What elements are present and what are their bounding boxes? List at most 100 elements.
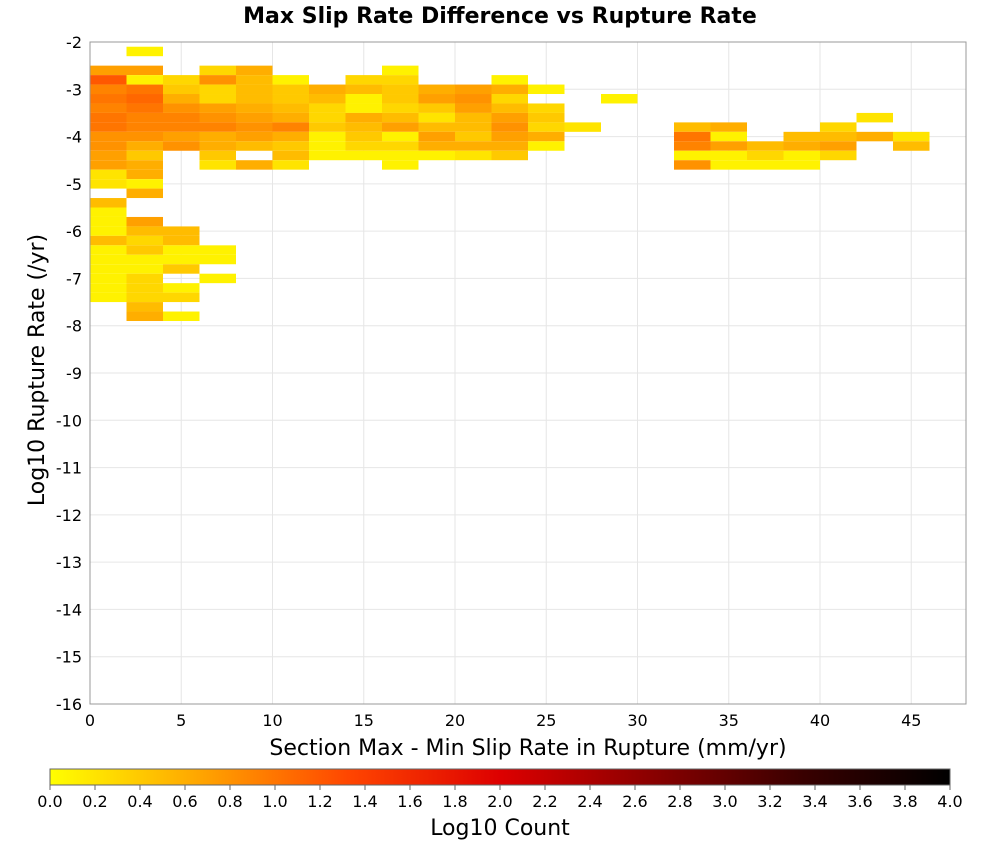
y-tick-label: -5 [66, 175, 82, 194]
heatmap-cell [674, 131, 711, 142]
heatmap-cell [236, 131, 273, 142]
heatmap-cell [674, 141, 711, 151]
heatmap-cell [893, 141, 930, 151]
heatmap-cell [528, 131, 565, 142]
heatmap-cells [90, 46, 930, 321]
heatmap-cell [710, 160, 747, 170]
heatmap-cell [90, 273, 127, 284]
heatmap-cell [674, 160, 711, 170]
heatmap-cell [90, 103, 127, 113]
heatmap-cell [528, 141, 565, 151]
heatmap-cell [199, 150, 236, 161]
heatmap-cell [820, 122, 857, 132]
y-tick-label: -6 [66, 222, 82, 241]
heatmap-cell [783, 131, 820, 142]
heatmap-cell [309, 150, 346, 161]
heatmap-cell [163, 245, 200, 255]
heatmap-cell [491, 84, 528, 95]
heatmap-cell [382, 75, 419, 85]
heatmap-cell [272, 122, 309, 132]
heatmap-cell [491, 141, 528, 151]
heatmap-cell [382, 150, 419, 161]
y-tick-label: -9 [66, 364, 82, 383]
heatmap-cell [90, 292, 127, 303]
heatmap-cell [90, 235, 127, 246]
heatmap-cell [345, 75, 382, 85]
y-tick-label: -16 [56, 695, 82, 714]
heatmap-cell [601, 94, 638, 104]
heatmap-cell [309, 141, 346, 151]
heatmap-cell [126, 226, 163, 236]
heatmap-cell [126, 216, 163, 227]
heatmap-cell [382, 122, 419, 132]
heatmap-cell [90, 131, 127, 142]
heatmap-cell [236, 160, 273, 170]
heatmap-cell [345, 141, 382, 151]
colorbar-tick-label: 3.8 [892, 792, 917, 811]
x-tick-label: 35 [719, 711, 739, 730]
plot-area [89, 41, 967, 705]
heatmap-cell [820, 150, 857, 161]
heatmap-cell [163, 226, 200, 236]
y-tick-label: -8 [66, 317, 82, 336]
heatmap-cell [382, 94, 419, 104]
heatmap-cell [199, 103, 236, 113]
x-tick-label: 30 [627, 711, 647, 730]
heatmap-cell [455, 131, 492, 142]
y-axis-label: Log10 Rupture Rate (/yr) [25, 234, 50, 506]
heatmap-cell [90, 216, 127, 227]
heatmap-cell [345, 150, 382, 161]
heatmap-cell [418, 112, 455, 123]
heatmap-cell [199, 273, 236, 284]
heatmap-cell [199, 122, 236, 132]
heatmap-cell [455, 94, 492, 104]
heatmap-cell [163, 112, 200, 123]
colorbar-tick-label: 1.4 [352, 792, 377, 811]
heatmap-cell [710, 150, 747, 161]
heatmap-cell [236, 84, 273, 95]
y-tick-label: -10 [56, 411, 82, 430]
heatmap-cell [126, 254, 163, 265]
heatmap-cell [199, 65, 236, 76]
colorbar-label: Log10 Count [430, 816, 570, 841]
x-tick-label: 40 [810, 711, 830, 730]
heatmap-cell [126, 150, 163, 161]
heatmap-cell [126, 46, 163, 57]
heatmap-cell [163, 235, 200, 246]
heatmap-cell [528, 103, 565, 113]
heatmap-cell [674, 150, 711, 161]
x-tick-label: 0 [85, 711, 95, 730]
heatmap-cell [309, 122, 346, 132]
heatmap-cell [783, 141, 820, 151]
colorbar-tick-label: 2.2 [532, 792, 557, 811]
colorbar-tick-label: 1.6 [397, 792, 422, 811]
heatmap-cell [126, 188, 163, 199]
colorbar-tick-label: 2.4 [577, 792, 602, 811]
heatmap-cell [455, 103, 492, 113]
heatmap-cell [309, 94, 346, 104]
heatmap-cell [528, 112, 565, 123]
colorbar [49, 768, 951, 786]
heatmap-cell [163, 84, 200, 95]
chart-title: Max Slip Rate Difference vs Rupture Rate [243, 4, 757, 29]
heatmap-cell [747, 150, 784, 161]
colorbar-tick-label: 3.4 [802, 792, 827, 811]
colorbar-ticks: 0.0 0.2 0.4 0.6 0.8 1.0 1.2 1.4 1.6 1.8 2.0 2.2 2.4 2… [37, 785, 963, 811]
heatmap-cell [345, 103, 382, 113]
heatmap-cell [418, 84, 455, 95]
heatmap-cell [163, 141, 200, 151]
heatmap-cell [783, 150, 820, 161]
x-tick-label: 45 [901, 711, 921, 730]
colorbar-tick-label: 2.8 [667, 792, 692, 811]
colorbar-tick-label: 3.6 [847, 792, 872, 811]
heatmap-cell [272, 112, 309, 123]
heatmap-cell [272, 150, 309, 161]
colorbar-tick-label: 4.0 [937, 792, 962, 811]
heatmap-cell [126, 84, 163, 95]
y-tick-label: -4 [66, 128, 82, 147]
heatmap-cell [893, 131, 930, 142]
y-tick-label: -3 [66, 80, 82, 99]
heatmap-cell [163, 75, 200, 85]
heatmap-cell [236, 112, 273, 123]
heatmap-cell [528, 122, 565, 132]
